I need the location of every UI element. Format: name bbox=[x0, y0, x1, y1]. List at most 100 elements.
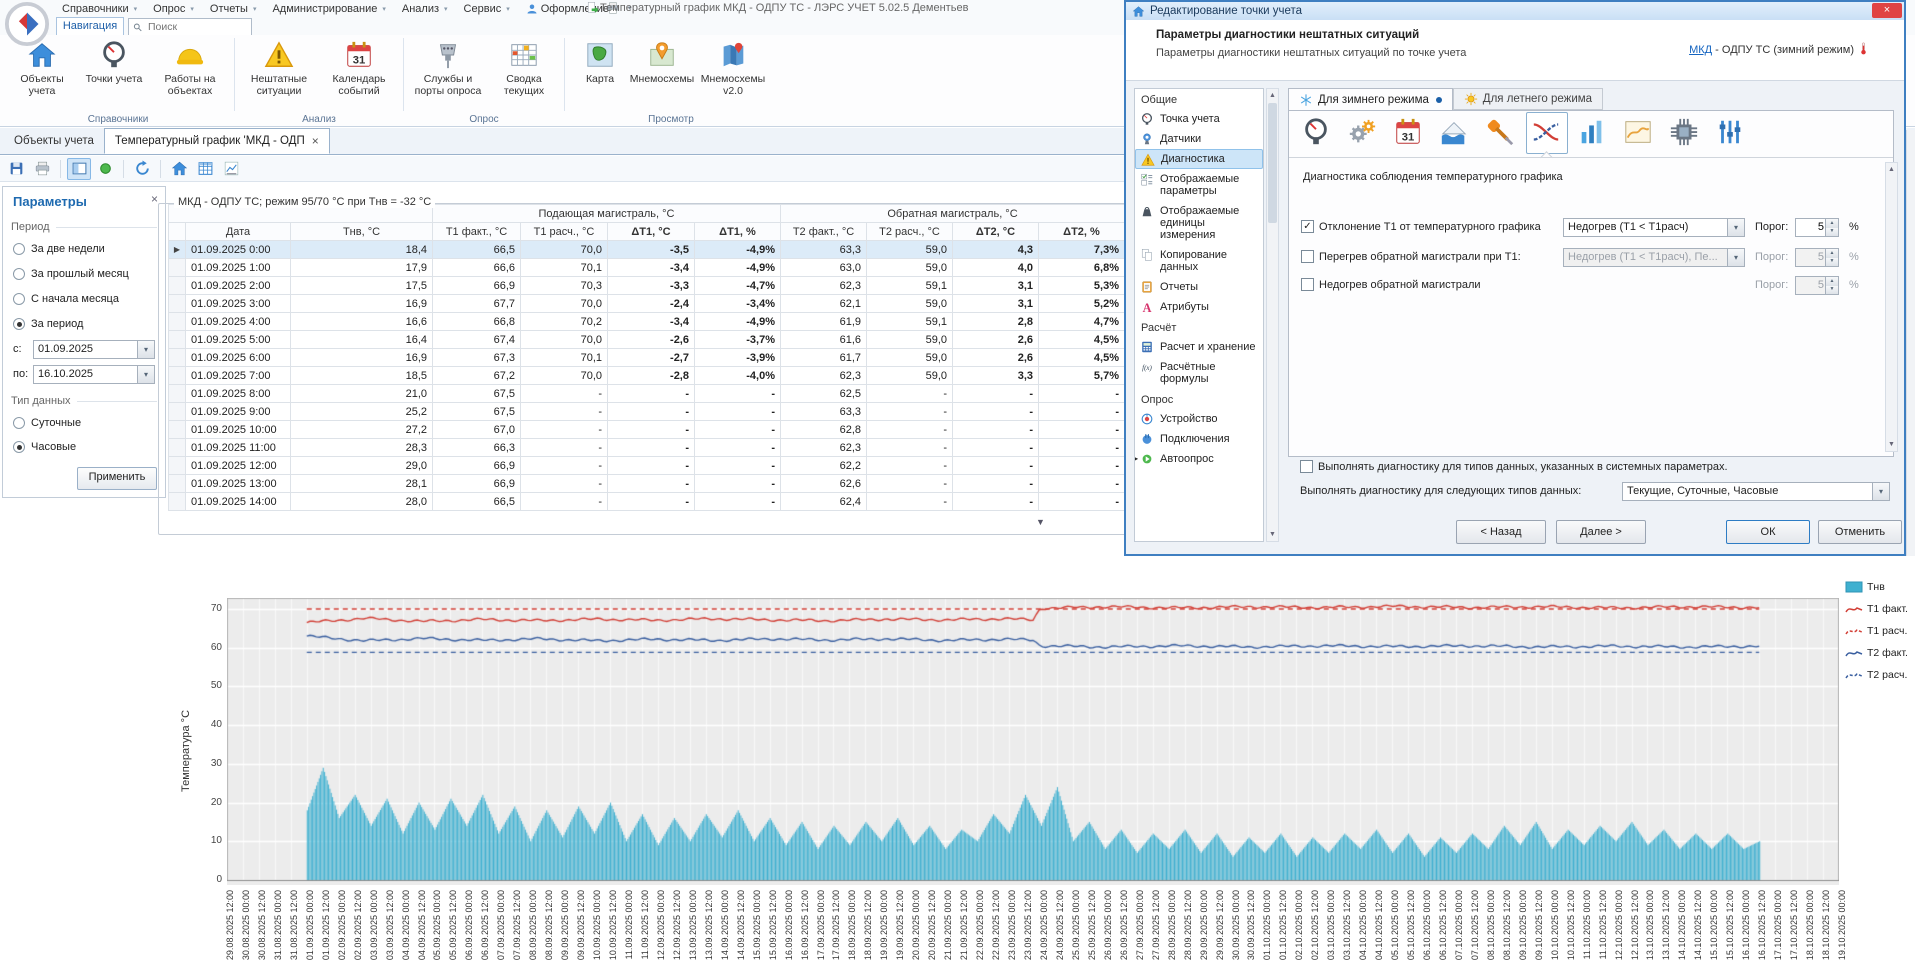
point-link[interactable]: МКД bbox=[1689, 44, 1713, 56]
ribbon-item-Сводка текущих[interactable]: Сводка текущих bbox=[488, 35, 560, 112]
window-scrollbar[interactable] bbox=[1906, 130, 1915, 556]
spin-up-icon[interactable]: ▲ bbox=[1825, 219, 1838, 228]
nav-item-Устройство[interactable]: Устройство bbox=[1135, 409, 1263, 429]
nav-item-Расчётные формулы[interactable]: f(x) Расчётные формулы bbox=[1135, 357, 1263, 389]
dialog-close-button[interactable]: × bbox=[1872, 3, 1902, 18]
column-header[interactable]: Т1 факт., °С bbox=[432, 222, 521, 241]
back-button[interactable]: < Назад bbox=[1456, 520, 1546, 544]
spin-down-icon[interactable]: ▼ bbox=[1825, 227, 1838, 236]
column-header[interactable]: ΔТ1, % bbox=[694, 222, 781, 241]
doc-tab-Объекты учета[interactable]: Объекты учета bbox=[14, 135, 94, 147]
table-row[interactable]: 01.09.2025 7:00 18,5 67,2 70,0 -2,8 -4,0% 62,3… bbox=[168, 366, 1125, 385]
nav-item-Отчеты[interactable]: Отчеты bbox=[1135, 277, 1263, 297]
radio-Часовые[interactable]: Часовые bbox=[13, 441, 76, 453]
ribbon-item-Мнемосхемы[interactable]: Мнемосхемы bbox=[630, 35, 694, 112]
scroll-thumb[interactable] bbox=[1268, 103, 1277, 223]
table-row[interactable]: 01.09.2025 11:00 28,3 66,3- - -62,3- - - bbox=[168, 438, 1125, 457]
apply-button[interactable]: Применить bbox=[77, 467, 157, 490]
table-row[interactable]: 01.09.2025 6:00 16,9 67,3 70,1 -2,7 -3,9% 61,7… bbox=[168, 348, 1125, 367]
nav-item-Отображаемые параметры[interactable]: Отображаемые параметры bbox=[1135, 169, 1263, 201]
threshold-spin[interactable]: 5 ▲ ▼ bbox=[1795, 248, 1839, 267]
diag-checkbox[interactable] bbox=[1301, 250, 1314, 263]
diag-mode-combo[interactable]: Недогрев (Т1 < Т1расч) ▾ bbox=[1563, 218, 1745, 237]
dialog-nav-scrollbar[interactable]: ▲ ▼ bbox=[1266, 88, 1279, 542]
chevron-down-icon[interactable]: ▾ bbox=[1727, 249, 1744, 266]
menu-Администрирование[interactable]: Администрирование ▾ bbox=[272, 2, 386, 15]
nav-item-Отображаемые единицы измерения[interactable]: Отображаемые единицы измерения bbox=[1135, 201, 1263, 245]
table-view-button[interactable] bbox=[193, 158, 217, 180]
refresh-button[interactable] bbox=[130, 158, 154, 180]
threshold-spin[interactable]: 5 ▲ ▼ bbox=[1795, 276, 1839, 295]
save-button[interactable] bbox=[4, 158, 28, 180]
scroll-down-indicator[interactable]: ▼ bbox=[1036, 517, 1045, 527]
table-row[interactable]: 01.09.2025 13:00 28,1 66,9- - -62,6- - - bbox=[168, 474, 1125, 493]
flood-icon[interactable] bbox=[1439, 117, 1469, 147]
chevron-down-icon[interactable]: ▾ bbox=[137, 341, 154, 358]
column-header[interactable]: Т2 расч., °С bbox=[866, 222, 953, 241]
table-row[interactable]: 01.09.2025 8:00 21,0 67,5- - -62,5- - - bbox=[168, 384, 1125, 403]
nav-item-Диагностика[interactable]: Диагностика bbox=[1135, 149, 1263, 169]
export-icon[interactable] bbox=[586, 1, 600, 15]
radio-За прошлый месяц[interactable]: За прошлый месяц bbox=[13, 268, 129, 280]
cancel-button[interactable]: Отменить bbox=[1818, 520, 1902, 544]
scroll-down-icon[interactable]: ▼ bbox=[1888, 441, 1895, 448]
menu-overflow-caret[interactable]: ▾ bbox=[628, 5, 632, 12]
toggle-panel-button[interactable] bbox=[67, 157, 91, 180]
table-row[interactable]: 01.09.2025 4:00 16,6 66,8 70,2 -3,4 -4,9% 61,9… bbox=[168, 312, 1125, 331]
ribbon-item-Карта[interactable]: Карта bbox=[569, 35, 631, 112]
tab-close-icon[interactable]: × bbox=[311, 134, 319, 148]
ribbon-item-Объекты учета[interactable]: Объекты учета bbox=[6, 35, 78, 112]
gauge-icon[interactable] bbox=[1301, 117, 1331, 147]
scroll-down-icon[interactable]: ▼ bbox=[1269, 531, 1276, 538]
memory-chip-icon[interactable] bbox=[1669, 117, 1699, 147]
legend-item-Т2 расч.[interactable]: Т2 расч. bbox=[1845, 664, 1915, 686]
table-row[interactable]: 01.09.2025 10:00 27,2 67,0- - -62,8- - - bbox=[168, 420, 1125, 439]
ribbon-item-Мнемосхемы v2.0[interactable]: Мнемосхемы v2.0 bbox=[693, 35, 773, 112]
ok-button[interactable]: ОК bbox=[1726, 520, 1810, 544]
picture-chart-icon[interactable] bbox=[1623, 117, 1653, 147]
column-header[interactable]: ΔТ2, % bbox=[1038, 222, 1125, 241]
diag-mode-combo[interactable]: Недогрев (Т1 < Т1расч), Пе... ▾ bbox=[1563, 248, 1745, 267]
search-box[interactable] bbox=[128, 18, 252, 36]
menu-Отчеты[interactable]: Отчеты ▾ bbox=[209, 2, 257, 15]
ribbon-item-Нештатные ситуации[interactable]: Нештатные ситуации bbox=[239, 35, 319, 112]
ribbon-item-Службы и порты опроса[interactable]: Службы и порты опроса bbox=[408, 35, 488, 112]
spin-down-icon[interactable]: ▼ bbox=[1825, 257, 1838, 266]
gears-icon[interactable] bbox=[1347, 117, 1377, 147]
table-row[interactable]: 01.09.2025 5:00 16,4 67,4 70,0 -2,6 -3,7% 61,6… bbox=[168, 330, 1125, 349]
parameters-close-icon[interactable]: × bbox=[150, 192, 158, 206]
screwdriver-icon[interactable] bbox=[1485, 117, 1515, 147]
diag-checkbox[interactable]: ✓ bbox=[1301, 220, 1314, 233]
nav-item-Датчики[interactable]: Датчики bbox=[1135, 129, 1263, 149]
data-types-combo[interactable]: Текущие, Суточные, Часовые ▾ bbox=[1622, 482, 1890, 501]
chevron-down-icon[interactable]: ▾ bbox=[137, 366, 154, 383]
diag-checkbox[interactable] bbox=[1301, 278, 1314, 291]
radio-За две недели[interactable]: За две недели bbox=[13, 243, 105, 255]
nav-item-Точка учета[interactable]: Точка учета bbox=[1135, 109, 1263, 129]
menu-Анализ[interactable]: Анализ ▾ bbox=[401, 2, 448, 15]
system-types-checkbox[interactable] bbox=[1300, 460, 1313, 473]
radio-За период[interactable]: За период bbox=[13, 318, 83, 330]
dialog-titlebar[interactable]: Редактирование точки учета bbox=[1126, 2, 1904, 20]
dialog-content-scrollbar[interactable]: ▲ ▼ bbox=[1885, 162, 1898, 452]
threshold-spin[interactable]: 5 ▲ ▼ bbox=[1795, 218, 1839, 237]
nav-item-Атрибуты[interactable]: А Атрибуты bbox=[1135, 297, 1263, 317]
nav-item-Подключения[interactable]: Подключения bbox=[1135, 429, 1263, 449]
chevron-down-icon[interactable]: ▾ bbox=[1872, 483, 1889, 500]
nav-item-Расчет и хранение[interactable]: Расчет и хранение bbox=[1135, 337, 1263, 357]
menu-Справочники[interactable]: Справочники ▾ bbox=[62, 2, 138, 15]
table-row[interactable]: 01.09.2025 12:00 29,0 66,9- - -62,2- - - bbox=[168, 456, 1125, 475]
ribbon-item-Календарь событий[interactable]: 31 Календарь событий bbox=[319, 35, 399, 112]
print-button[interactable] bbox=[30, 158, 54, 180]
column-header[interactable]: Тнв, °С bbox=[290, 222, 433, 241]
nav-item-Автоопрос[interactable]: ▶Автоопрос bbox=[1135, 449, 1263, 469]
scroll-up-icon[interactable]: ▲ bbox=[1888, 166, 1895, 173]
column-header[interactable]: Т2 факт., °С bbox=[780, 222, 867, 241]
tab-navigation[interactable]: Навигация bbox=[56, 17, 124, 36]
from-date-combo[interactable]: 01.09.2025 ▾ bbox=[33, 340, 155, 359]
dialog-tab-Для летнего режима[interactable]: Для летнего режима bbox=[1452, 88, 1604, 110]
column-header[interactable]: ΔТ1, °С bbox=[607, 222, 695, 241]
chevron-down-icon[interactable]: ▾ bbox=[1727, 219, 1744, 236]
table-row[interactable]: 01.09.2025 9:00 25,2 67,5- - -63,3- - - bbox=[168, 402, 1125, 421]
spin-down-icon[interactable]: ▼ bbox=[1825, 285, 1838, 294]
